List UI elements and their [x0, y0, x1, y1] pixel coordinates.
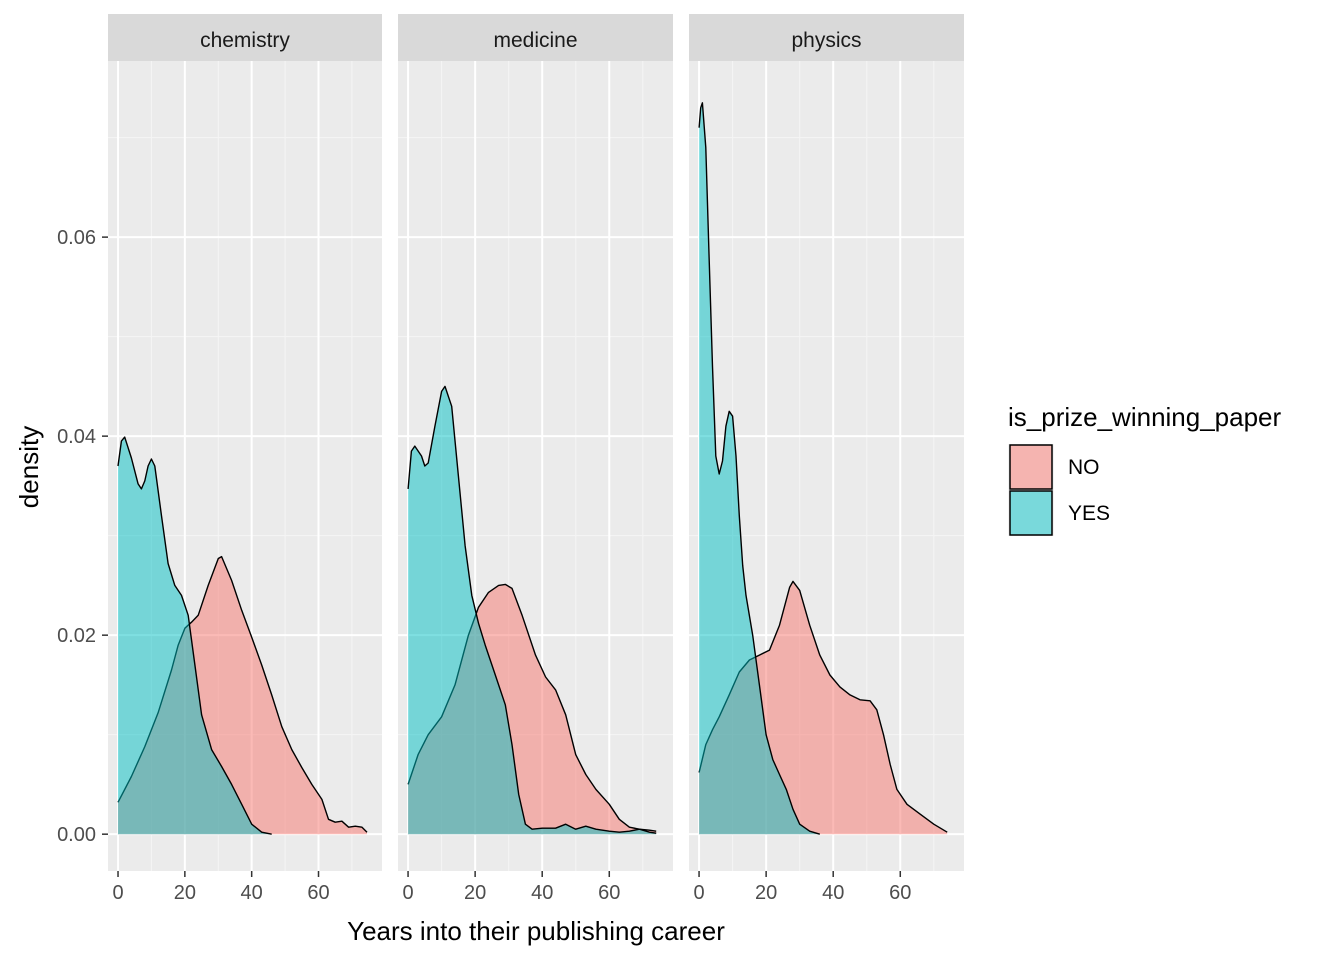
legend-label-yes: YES [1068, 502, 1110, 525]
density-area-yes [408, 386, 657, 835]
y-axis: 0.00 0.02 0.04 0.06 [57, 227, 108, 846]
x-axis-title: Years into their publishing career [347, 916, 725, 946]
facet-strip [108, 14, 382, 61]
x-tick-label: 0 [402, 882, 413, 904]
legend-title: is_prize_winning_paper [1008, 402, 1282, 432]
y-tick-label: 0.06 [57, 227, 96, 249]
x-tick-label: 20 [755, 882, 777, 904]
facet-strip-label: medicine [493, 29, 577, 52]
density-line-yes [407, 385, 657, 834]
x-tick-label: 60 [889, 882, 911, 904]
density-area-yes [699, 102, 820, 835]
x-tick-label: 60 [307, 882, 329, 904]
x-tick-label: 20 [174, 882, 196, 904]
x-tick-label: 0 [693, 882, 704, 904]
y-tick-label: 0.00 [57, 824, 96, 846]
density-line-yes [117, 436, 272, 835]
x-tick-label: 40 [531, 882, 553, 904]
x-tick-label: 60 [598, 882, 620, 904]
x-axes: 0 20 40 60 0 20 40 60 0 20 40 60 [112, 871, 911, 904]
facet-chemistry: chemistry [108, 14, 382, 871]
facet-physics: physics [689, 14, 964, 871]
legend-label-no: NO [1068, 456, 1100, 479]
y-axis-title: density [14, 426, 44, 508]
y-tick-label: 0.02 [57, 625, 96, 647]
density-area-yes [118, 437, 272, 835]
facet-strip-label: physics [791, 29, 861, 52]
legend-swatch-no [1009, 444, 1053, 490]
y-tick-label: 0.04 [57, 426, 96, 448]
facet-strip-label: chemistry [200, 29, 290, 52]
facet-strip [689, 14, 964, 61]
facet-panels: chemistry medicine physics [108, 14, 964, 871]
x-tick-label: 20 [464, 882, 486, 904]
facet-medicine: medicine [398, 14, 673, 871]
x-tick-label: 40 [822, 882, 844, 904]
legend: is_prize_winning_paper NO YES [1008, 402, 1282, 536]
x-tick-label: 40 [241, 882, 263, 904]
x-tick-label: 0 [112, 882, 123, 904]
facet-strip [398, 14, 673, 61]
density-line-yes [698, 102, 820, 835]
legend-swatch-yes [1009, 490, 1053, 536]
